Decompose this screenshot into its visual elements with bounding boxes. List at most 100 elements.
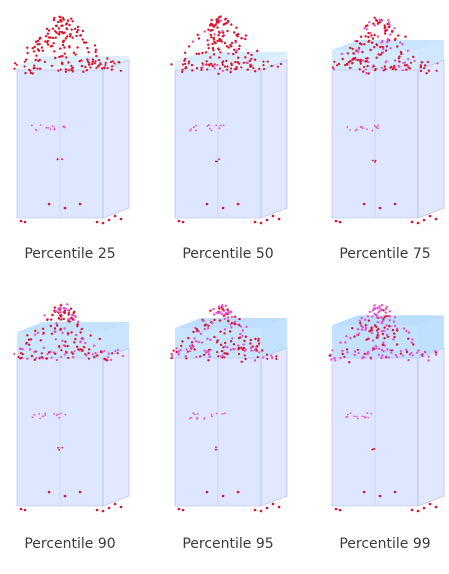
- cloud-point: [236, 34, 238, 36]
- cloud-point: [191, 64, 193, 66]
- cloud-point: [181, 71, 183, 73]
- cloud-point: [231, 316, 233, 318]
- cloud-point: [65, 23, 67, 25]
- cloud-point: [351, 48, 353, 50]
- cloud-point: [366, 412, 368, 414]
- cloud-point: [358, 48, 360, 50]
- cloud-point: [29, 348, 31, 350]
- cloud-point: [207, 325, 209, 327]
- cloud-point: [54, 306, 56, 308]
- cloud-point: [380, 357, 382, 359]
- cloud-point: [211, 29, 213, 31]
- cloud-point: [203, 354, 205, 356]
- box-side-face: [103, 60, 129, 218]
- cloud-point: [74, 53, 76, 55]
- cloud-point: [342, 353, 344, 355]
- cloud-point: [42, 328, 44, 330]
- cloud-point: [247, 52, 249, 54]
- cloud-point: [271, 65, 273, 67]
- cloud-point: [110, 61, 112, 63]
- panel-caption: Percentile 95: [163, 536, 293, 552]
- cloud-point: [206, 338, 208, 340]
- cloud-point: [54, 57, 56, 59]
- cloud-point: [35, 55, 37, 57]
- cloud-point: [382, 309, 384, 311]
- cloud-point: [249, 60, 251, 62]
- cloud-point: [120, 506, 123, 509]
- cloud-point: [361, 317, 363, 319]
- cloud-point: [53, 50, 55, 52]
- cloud-point: [33, 50, 35, 52]
- cloud-point: [381, 40, 383, 42]
- cloud-point: [58, 33, 60, 35]
- cloud-point: [394, 325, 396, 327]
- cloud-point: [196, 328, 198, 330]
- cloud-point: [213, 319, 215, 321]
- cloud-point: [207, 327, 209, 329]
- cloud-point: [222, 354, 224, 356]
- cloud-point: [210, 23, 212, 25]
- cloud-point: [226, 353, 228, 355]
- cloud-point: [375, 68, 377, 70]
- cloud-point: [64, 495, 67, 498]
- cloud-point: [211, 129, 213, 131]
- cloud-point: [359, 320, 361, 322]
- cloud-point: [383, 330, 385, 332]
- cloud-point: [254, 338, 256, 340]
- cloud-point: [92, 58, 94, 60]
- cloud-point: [353, 416, 355, 418]
- cloud-point: [363, 43, 365, 45]
- cloud-point: [74, 350, 76, 352]
- cloud-point: [435, 218, 438, 221]
- cloud-point: [30, 338, 32, 340]
- cloud-point: [234, 68, 236, 70]
- cloud-point: [382, 48, 384, 50]
- cloud-point: [394, 38, 396, 40]
- cloud-point: [377, 307, 379, 309]
- cloud-point: [40, 124, 42, 126]
- cloud-point: [341, 350, 343, 352]
- cloud-point: [231, 322, 233, 324]
- panel-caption: Percentile 25: [5, 246, 135, 262]
- cloud-point: [392, 68, 394, 70]
- cloud-point: [366, 128, 368, 130]
- cloud-point: [212, 65, 214, 67]
- cloud-point: [379, 207, 382, 210]
- cloud-point: [210, 63, 212, 65]
- cloud-point: [231, 42, 233, 44]
- cloud-point: [403, 327, 405, 329]
- cloud-point: [222, 495, 225, 498]
- cloud-point: [111, 352, 113, 354]
- cloud-point: [106, 359, 108, 361]
- cloud-point: [202, 320, 204, 322]
- cloud-point: [233, 343, 235, 345]
- cloud-point: [38, 413, 40, 415]
- cloud-point: [16, 64, 18, 66]
- cloud-point: [59, 31, 61, 33]
- cloud-point: [349, 67, 351, 69]
- cloud-point: [347, 414, 349, 416]
- cloud-point: [243, 62, 245, 64]
- cloud-point: [400, 353, 402, 355]
- cloud-point: [379, 19, 381, 21]
- box-side-face: [261, 348, 287, 506]
- box-point-cloud-render: [5, 296, 155, 536]
- cloud-point: [72, 353, 74, 355]
- cloud-point: [222, 207, 225, 210]
- cloud-point: [411, 509, 414, 512]
- cloud-point: [209, 128, 211, 130]
- cloud-point: [55, 322, 57, 324]
- cloud-point: [47, 33, 49, 35]
- cloud-point: [388, 22, 390, 24]
- cloud-point: [67, 309, 69, 311]
- cloud-point: [69, 320, 71, 322]
- cloud-point: [208, 349, 210, 351]
- cloud-point: [252, 67, 254, 69]
- cloud-point: [211, 416, 213, 418]
- cloud-point: [93, 345, 95, 347]
- cloud-point: [92, 353, 94, 355]
- cloud-point: [385, 60, 387, 62]
- cloud-point: [191, 69, 193, 71]
- cloud-point: [88, 348, 90, 350]
- cloud-point: [361, 51, 363, 53]
